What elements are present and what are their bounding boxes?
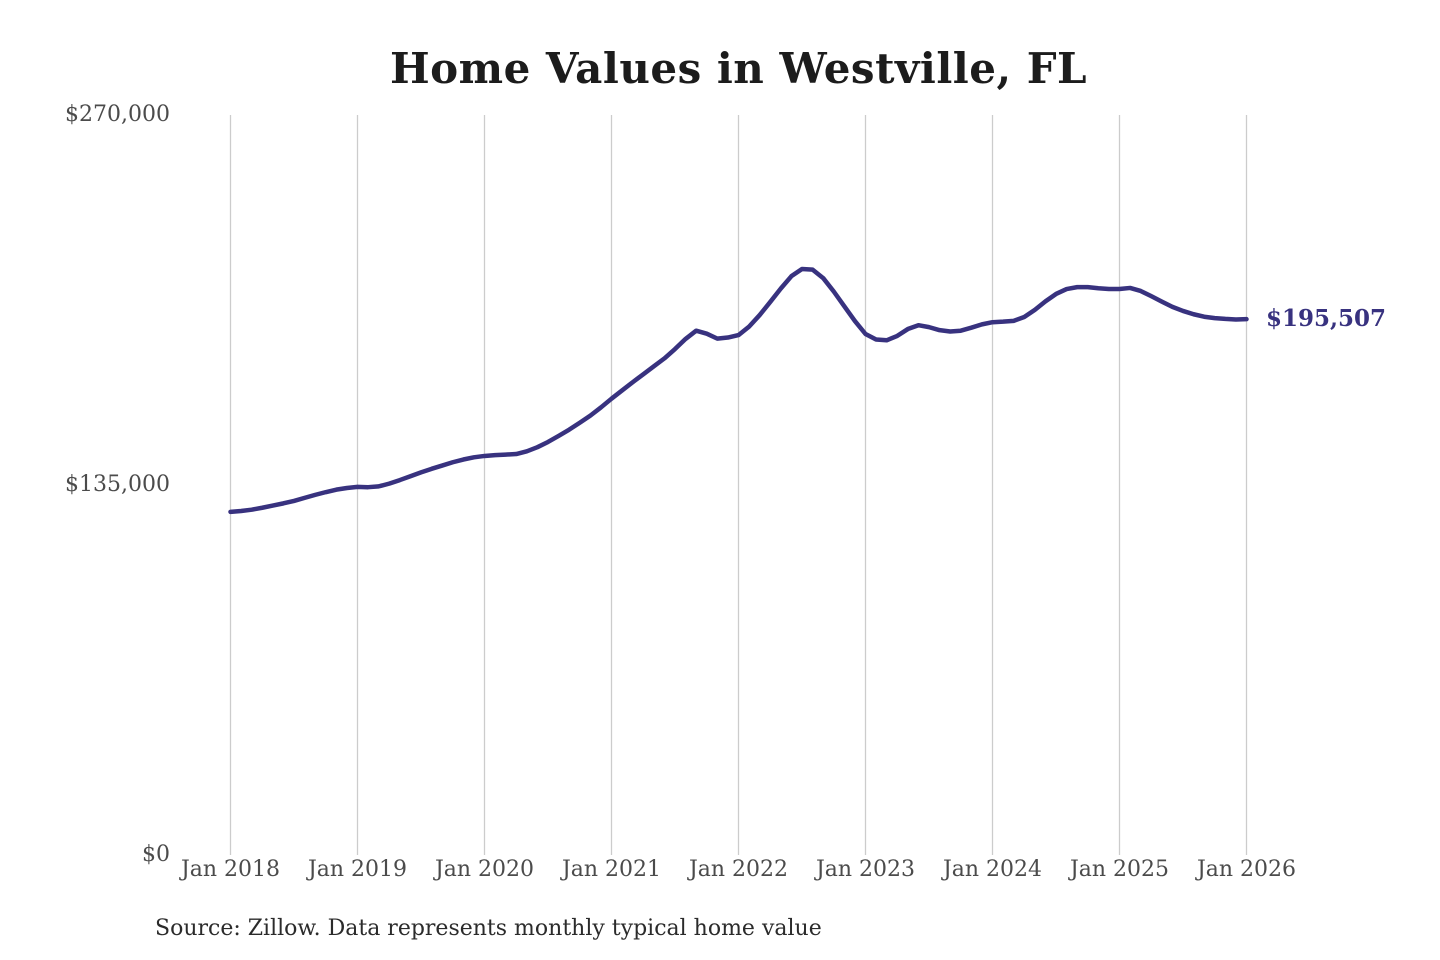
home-value-series-line <box>228 266 1249 515</box>
x-axis-tick-label-2019: Jan 2019 <box>307 857 408 882</box>
source-note: Source: Zillow. Data represents monthly … <box>155 916 822 941</box>
y-axis-tick-label-270000: $270,000 <box>65 102 170 127</box>
x-axis-tick-label-2021: Jan 2021 <box>561 857 662 882</box>
x-axis-tick-label-2020: Jan 2020 <box>434 857 535 882</box>
x-axis-tick-label-2024: Jan 2024 <box>942 857 1043 882</box>
x-axis-tick-label-2023: Jan 2023 <box>815 857 916 882</box>
latest-value-label: $195,507 <box>1266 305 1387 333</box>
chart-title: Home Values in Westville, FL <box>389 44 1088 93</box>
x-axis-tick-label-2025: Jan 2025 <box>1069 857 1170 882</box>
y-axis-tick-label-135000: $135,000 <box>65 472 170 497</box>
y-axis-tick-label-0: $0 <box>142 842 170 867</box>
x-axis-tick-label-2018: Jan 2018 <box>180 857 281 882</box>
x-axis-tick-label-2026: Jan 2026 <box>1196 857 1297 882</box>
x-axis-tick-label-2022: Jan 2022 <box>688 857 789 882</box>
